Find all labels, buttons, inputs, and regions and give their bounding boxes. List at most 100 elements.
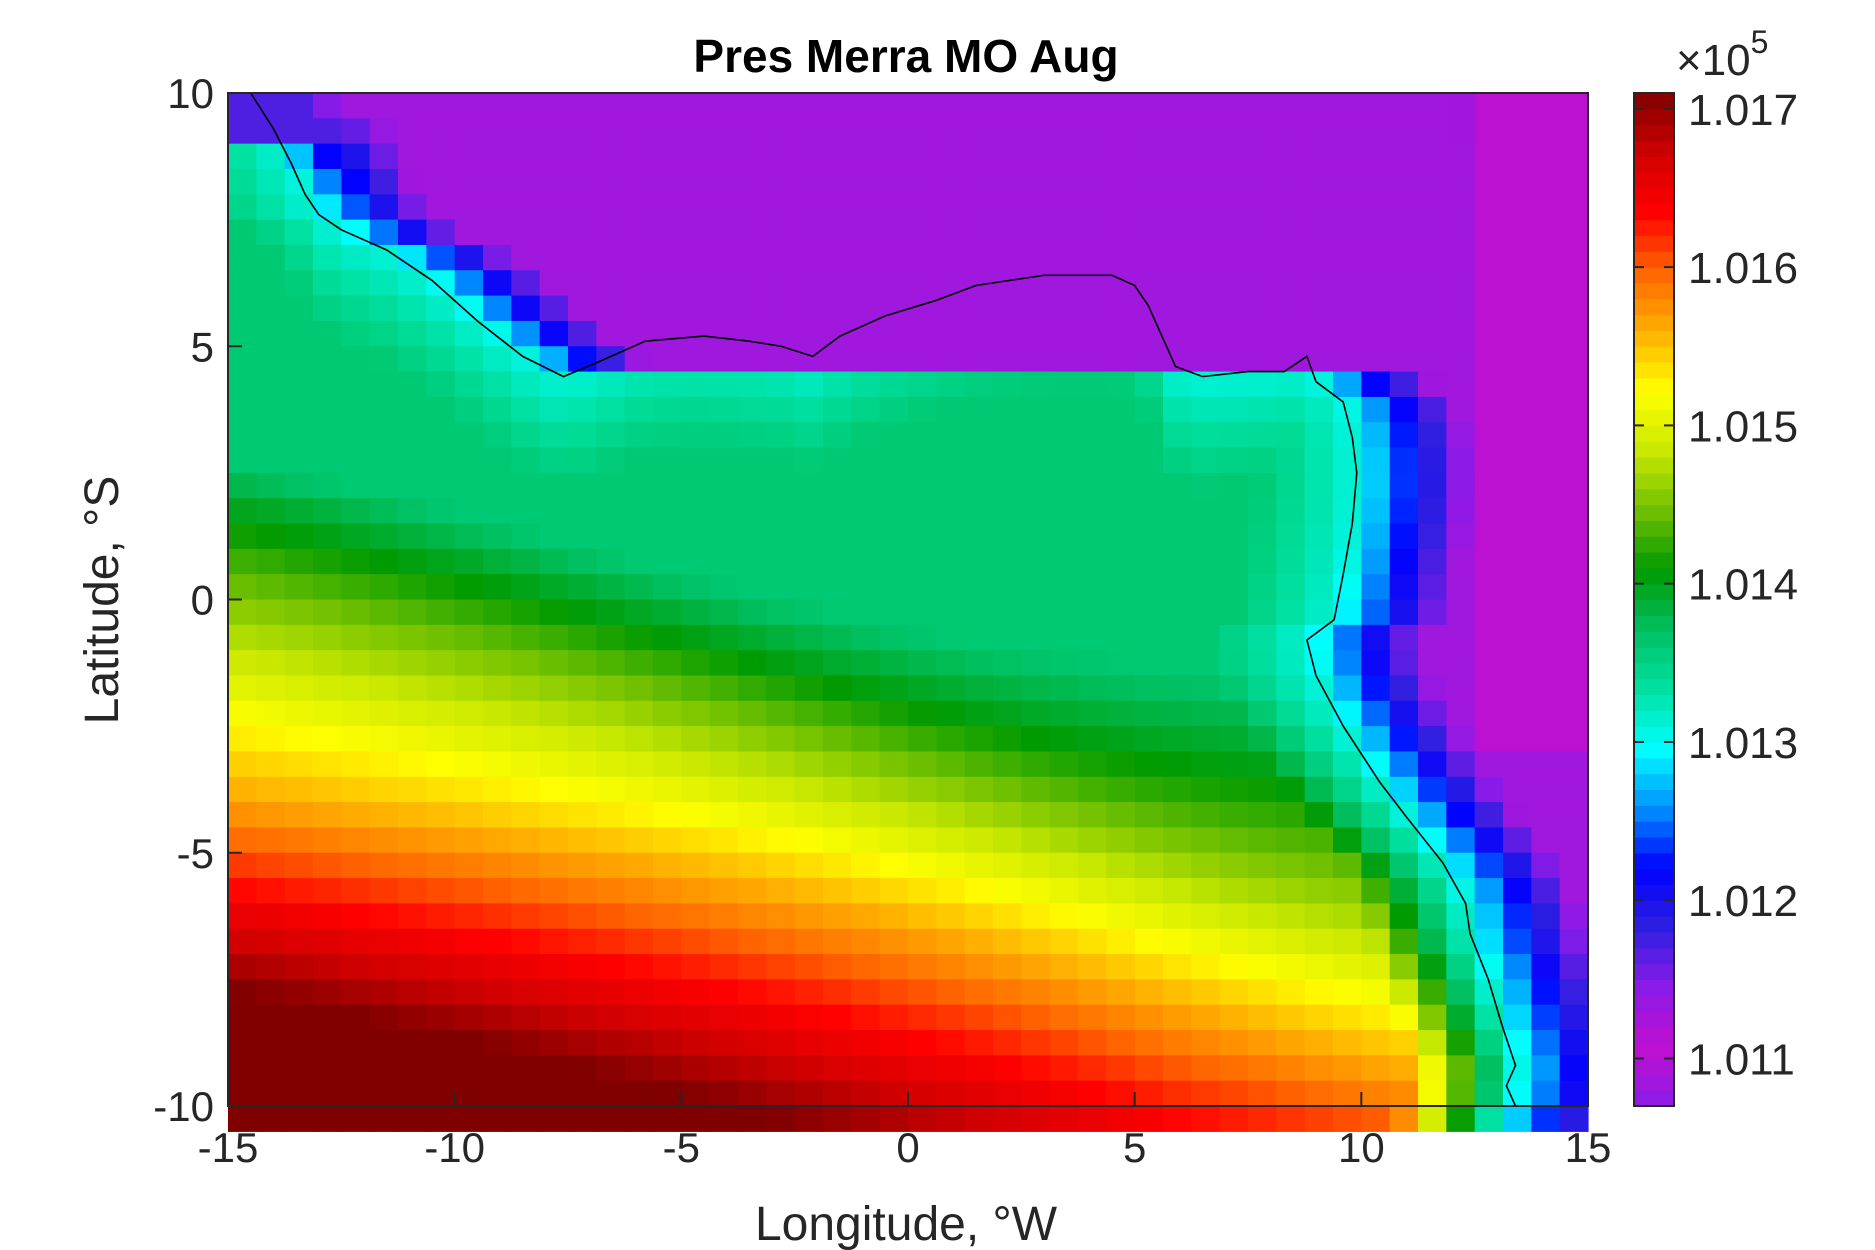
heatmap-cell [1531,1030,1561,1056]
heatmap-cell [1021,1055,1051,1082]
heatmap-cell [426,346,456,373]
heatmap-cell [851,447,881,474]
heatmap-cell [369,118,399,145]
heatmap-cell [1078,346,1107,373]
heatmap-cell [908,447,937,474]
heatmap-cell [1418,954,1447,980]
heatmap-cell [1219,168,1249,195]
heatmap-cell [653,599,682,626]
colorbar-step [1634,947,1674,965]
heatmap-cell [539,295,569,322]
heatmap-cell [1276,928,1306,955]
heatmap-cell [398,548,427,575]
y-axis-label: Latitude, °S [76,476,129,725]
heatmap-cell [426,118,456,145]
colorbar-tick-label: 1.013 [1688,719,1798,768]
heatmap-cell [369,700,399,727]
heatmap-cell [1021,852,1051,879]
heatmap-cell [284,396,314,423]
heatmap-cell [851,548,881,575]
heatmap-cell [1503,827,1532,854]
heatmap-cell [681,954,711,980]
heatmap-cell [624,194,654,221]
heatmap-cell [1276,1106,1306,1132]
heatmap-cell [1191,903,1221,930]
heatmap-cell [369,954,399,980]
heatmap-cell [539,1055,569,1082]
heatmap-cell [1304,852,1334,879]
heatmap-cell [879,93,909,119]
heatmap-cell [511,194,541,221]
heatmap-cell [624,523,654,550]
heatmap-cell [794,371,824,398]
heatmap-cell [993,168,1022,195]
heatmap-cell [313,675,342,702]
heatmap-cell [964,726,994,753]
heatmap-cell [313,928,342,955]
heatmap-cell [313,194,342,221]
heatmap-cell [1248,396,1277,423]
heatmap-cell [341,827,371,854]
heatmap-cell [1389,928,1419,955]
heatmap-cell [426,498,456,525]
heatmap-cell [1219,422,1249,449]
heatmap-cell [511,827,541,854]
heatmap-cell [1474,827,1504,854]
heatmap-cell [1191,548,1221,575]
heatmap-cell [1446,574,1476,601]
heatmap-cell [256,574,286,601]
heatmap-cell [1474,346,1504,373]
colorbar-step [1634,457,1674,474]
heatmap-cell [1446,954,1476,980]
heatmap-cell [1134,1030,1164,1056]
heatmap-cell [1248,954,1277,980]
heatmap-cell [1106,346,1136,373]
heatmap-cell [1248,219,1277,246]
heatmap-cell [1389,1004,1419,1031]
heatmap-cell [1248,244,1277,271]
heatmap-cell [653,472,682,499]
heatmap-cell [284,928,314,955]
heatmap-cell [1304,954,1334,980]
heatmap-cell [1248,447,1277,474]
heatmap-cell [1106,396,1136,423]
heatmap-cell [511,776,541,803]
heatmap-cell [1474,599,1504,626]
heatmap-cell [1049,852,1079,879]
heatmap-cell [851,700,881,727]
heatmap-cell [568,371,597,398]
heatmap-cell [1106,776,1136,803]
heatmap-cell [1503,396,1532,423]
heatmap-cell [908,396,937,423]
heatmap-cell [1559,244,1589,271]
heatmap-cell [313,726,342,753]
heatmap-cell [1163,700,1192,727]
heatmap-cell [964,650,994,677]
heatmap-cell [624,827,654,854]
heatmap-cell [426,1030,456,1056]
heatmap-cell [1021,498,1051,525]
coastline [250,92,1517,1107]
heatmap-cell [539,954,569,980]
heatmap-cell [681,523,711,550]
heatmap-cell [341,751,371,778]
heatmap-cell [341,1080,371,1107]
heatmap-cell [228,472,257,499]
heatmap-cell [879,270,909,297]
heatmap-cell [851,371,881,398]
colorbar-step [1634,789,1674,806]
heatmap-cell [1134,548,1164,575]
heatmap-cell [936,979,966,1006]
heatmap-cell [1559,270,1589,297]
heatmap-cell [624,726,654,753]
colorbar-step [1634,995,1674,1012]
heatmap-cell [1276,979,1306,1006]
heatmap-cell [1389,371,1419,398]
heatmap-cell [823,852,852,879]
heatmap-cell [483,979,512,1006]
heatmap-cell [511,650,541,677]
heatmap-cell [879,472,909,499]
heatmap-cell [936,523,966,550]
heatmap-cell [823,371,852,398]
heatmap-cell [1021,827,1051,854]
